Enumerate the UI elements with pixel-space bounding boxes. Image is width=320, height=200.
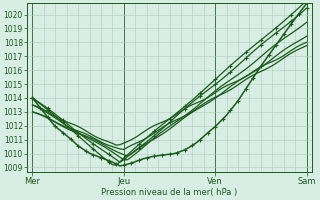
X-axis label: Pression niveau de la mer( hPa ): Pression niveau de la mer( hPa ) <box>101 188 238 197</box>
